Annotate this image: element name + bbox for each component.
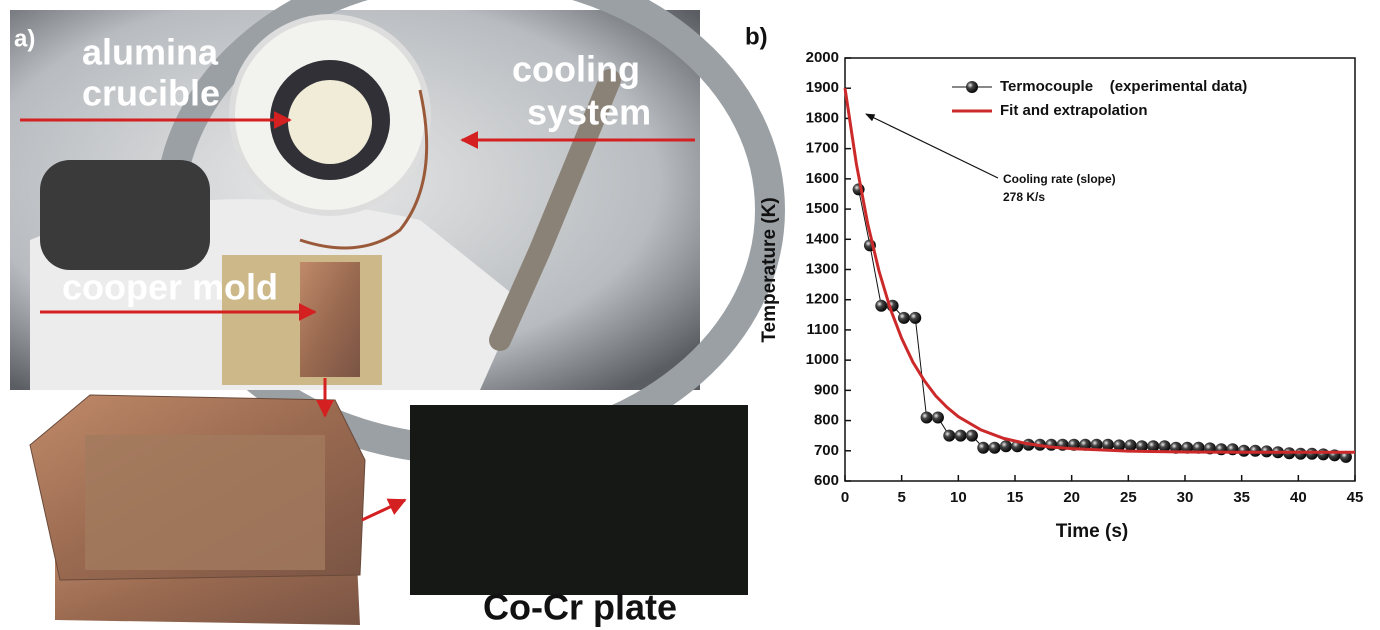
y-tick-label: 1600 xyxy=(806,170,839,187)
photo-chamber xyxy=(10,0,785,465)
mold-label: cooper mold xyxy=(62,267,278,308)
legend-label: Fit and extrapolation xyxy=(1000,102,1148,119)
x-tick-label: 35 xyxy=(1233,489,1250,506)
x-tick-label: 30 xyxy=(1177,489,1194,506)
y-tick-label: 1900 xyxy=(806,79,839,96)
y-tick-label: 1300 xyxy=(806,260,839,277)
x-tick-label: 5 xyxy=(897,489,905,506)
y-tick-label: 600 xyxy=(814,472,839,489)
data-point xyxy=(1090,438,1103,451)
y-tick-label: 900 xyxy=(814,381,839,398)
x-tick-label: 0 xyxy=(841,489,849,506)
data-point xyxy=(920,411,933,424)
x-tick-label: 20 xyxy=(1063,489,1080,506)
legend-label: Termocouple (experimental data) xyxy=(1000,78,1247,95)
x-tick-label: 45 xyxy=(1347,489,1364,506)
x-tick-label: 15 xyxy=(1007,489,1024,506)
y-tick-label: 1400 xyxy=(806,230,839,247)
x-tick-label: 25 xyxy=(1120,489,1137,506)
data-point xyxy=(1249,444,1262,457)
data-point xyxy=(1317,448,1330,461)
cooling-label: cooling xyxy=(512,49,640,90)
x-axis-title: Time (s) xyxy=(1056,521,1129,542)
data-point xyxy=(1158,440,1171,453)
data-point xyxy=(1305,447,1318,460)
y-tick-label: 1500 xyxy=(806,200,839,217)
data-point xyxy=(999,440,1012,453)
y-tick-label: 1200 xyxy=(806,291,839,308)
data-point xyxy=(943,429,956,442)
legend-marker xyxy=(966,81,978,93)
annotation-arrow xyxy=(865,113,999,179)
panel-label: b) xyxy=(745,23,768,50)
y-tick-label: 1000 xyxy=(806,351,839,368)
fit-line xyxy=(843,87,1355,454)
crucible-label: crucible xyxy=(82,73,220,114)
annotation: 278 K/s xyxy=(1003,190,1045,204)
y-tick-label: 800 xyxy=(814,412,839,429)
data-point xyxy=(954,429,967,442)
y-axis-title: Temperature (K) xyxy=(759,197,780,342)
data-point xyxy=(931,411,944,424)
data-point xyxy=(977,441,990,454)
data-point xyxy=(1147,440,1160,453)
pointer-arrow xyxy=(361,498,407,522)
data-point xyxy=(1124,439,1137,452)
data-point xyxy=(1135,440,1148,453)
data-point xyxy=(965,429,978,442)
cooling-label: system xyxy=(527,92,651,133)
data-point xyxy=(897,311,910,324)
x-tick-label: 10 xyxy=(950,489,967,506)
photo-plate xyxy=(410,405,748,595)
y-tick-label: 1700 xyxy=(806,140,839,157)
panel-label: a) xyxy=(14,25,35,52)
x-tick-label: 40 xyxy=(1290,489,1307,506)
data-point xyxy=(909,311,922,324)
data-point xyxy=(1339,450,1352,463)
data-point xyxy=(1101,438,1114,451)
data-point xyxy=(1294,447,1307,460)
data-point xyxy=(1045,438,1058,451)
photo-mold xyxy=(29,394,366,625)
y-tick-label: 1800 xyxy=(806,109,839,126)
data-point xyxy=(988,441,1001,454)
plate-label: Co-Cr plate xyxy=(483,587,677,628)
crucible-label: alumina xyxy=(82,32,219,73)
data-point xyxy=(875,299,888,312)
y-tick-label: 2000 xyxy=(806,49,839,66)
data-point xyxy=(1237,444,1250,457)
annotation: Cooling rate (slope) xyxy=(1003,172,1116,186)
y-tick-label: 700 xyxy=(814,442,839,459)
y-tick-label: 1100 xyxy=(806,321,839,338)
data-point xyxy=(1113,439,1126,452)
